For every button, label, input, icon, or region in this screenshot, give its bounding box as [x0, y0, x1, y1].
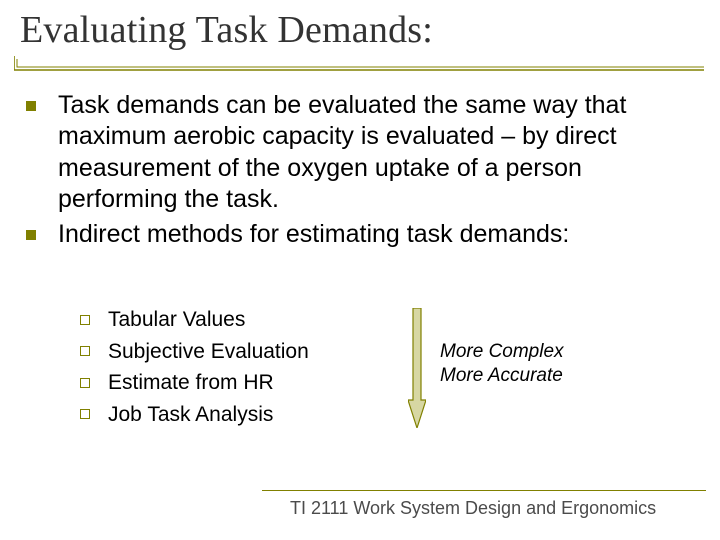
hollow-square-bullet-icon [80, 378, 90, 388]
sub-bullet-list: Tabular Values Subjective Evaluation Est… [80, 304, 309, 430]
down-arrow-icon [408, 308, 426, 428]
sub-bullet-item: Tabular Values [80, 304, 309, 336]
arrow-label: More Accurate [440, 364, 564, 388]
footer-rule [262, 490, 706, 491]
title-block: Evaluating Task Demands: [14, 8, 704, 52]
footer-text: TI 2111 Work System Design and Ergonomic… [290, 498, 710, 519]
arrow-label-block: More Complex More Accurate [440, 340, 564, 388]
slide-title: Evaluating Task Demands: [14, 8, 704, 52]
hollow-square-bullet-icon [80, 409, 90, 419]
bullet-text: Task demands can be evaluated the same w… [58, 90, 694, 215]
body-block: Task demands can be evaluated the same w… [26, 90, 694, 254]
sub-bullet-text: Tabular Values [108, 304, 245, 336]
arrow-label: More Complex [440, 340, 564, 364]
title-underline [14, 56, 704, 72]
sub-bullet-item: Job Task Analysis [80, 399, 309, 431]
sub-bullet-text: Job Task Analysis [108, 399, 273, 431]
sub-bullet-item: Subjective Evaluation [80, 336, 309, 368]
sub-bullet-text: Estimate from HR [108, 367, 274, 399]
slide: Evaluating Task Demands: Task demands ca… [0, 0, 720, 540]
bullet-item: Indirect methods for estimating task dem… [26, 219, 694, 250]
hollow-square-bullet-icon [80, 346, 90, 356]
square-bullet-icon [26, 230, 36, 240]
sub-bullet-text: Subjective Evaluation [108, 336, 309, 368]
square-bullet-icon [26, 101, 36, 111]
bullet-text: Indirect methods for estimating task dem… [58, 219, 694, 250]
bullet-item: Task demands can be evaluated the same w… [26, 90, 694, 215]
hollow-square-bullet-icon [80, 315, 90, 325]
sub-bullet-item: Estimate from HR [80, 367, 309, 399]
